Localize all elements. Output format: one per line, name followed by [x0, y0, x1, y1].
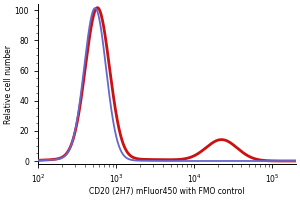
Y-axis label: Relative cell number: Relative cell number	[4, 45, 13, 124]
X-axis label: CD20 (2H7) mFluor450 with FMO control: CD20 (2H7) mFluor450 with FMO control	[89, 187, 245, 196]
